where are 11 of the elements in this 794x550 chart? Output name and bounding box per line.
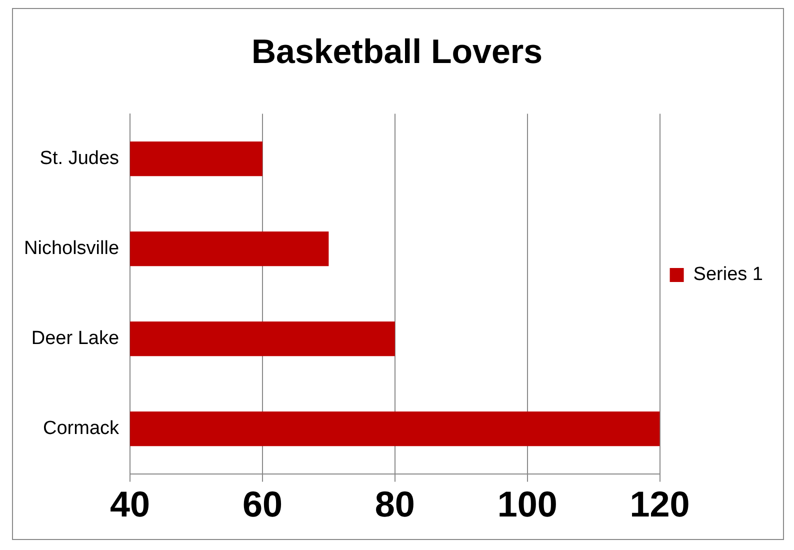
x-tick-label: 60 [242,483,282,524]
y-tick-label: St. Judes [40,148,120,170]
legend-label: Series 1 [693,264,763,286]
x-tick-label: 120 [630,483,690,524]
x-tick-label: 40 [110,483,150,524]
x-tick-label: 80 [374,483,415,524]
y-tick-label: Deer Lake [31,328,120,350]
y-tick-label: Cormack [43,418,120,440]
chart-title: Basketball Lovers [251,32,543,71]
x-tick-label: 100 [497,483,558,524]
y-tick-label: Nicholsville [24,238,120,260]
